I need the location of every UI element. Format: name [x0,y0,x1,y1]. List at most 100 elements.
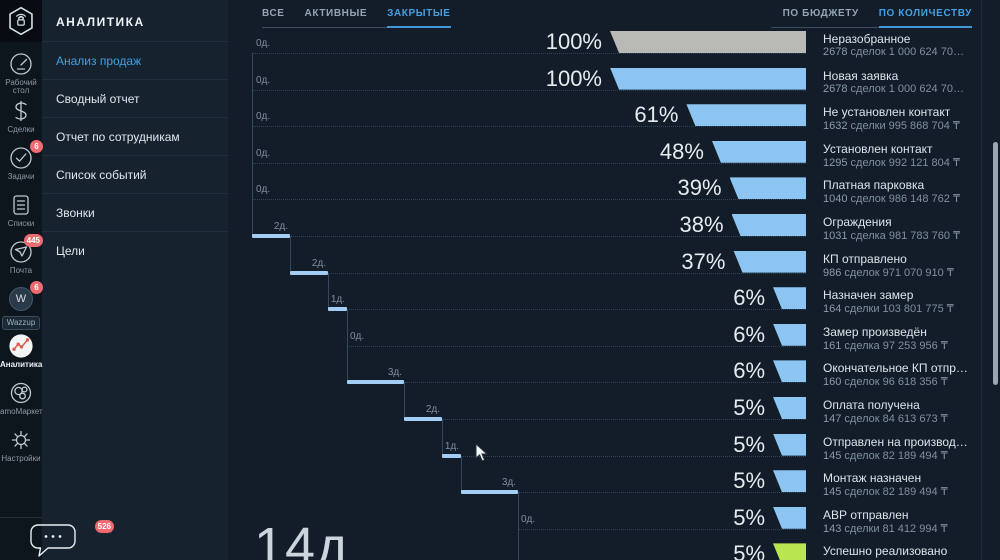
step-duration-segment [442,453,461,458]
funnel-bar[interactable] [773,433,806,456]
step-days-label: 2д. [273,221,288,232]
stage-deals-count-link[interactable]: 1040 [823,193,848,206]
stage-deals-count-link[interactable]: 147 [823,413,842,425]
stage-percent: 48% [659,138,704,164]
sidebar-item-link[interactable]: Цели [42,231,228,269]
stage-stats: 164 сделки 103 801 775 ₸ [823,303,954,316]
rail-item-wazzup[interactable]: W 6 Wazzup [0,281,43,330]
support-chat-button[interactable]: 526 [26,520,114,560]
lists-icon [8,192,34,218]
rail-item-tasks[interactable]: 6 Задачи [0,140,43,189]
funnel-filter-tabs: ВСЕ АКТИВНЫЕ ЗАКРЫТЫЕ [262,8,451,28]
rail-item-deals[interactable]: Сделки [0,95,42,142]
sidebar-item-link[interactable]: Звонки [42,193,228,231]
stage-name: Успешно реализовано [823,544,948,559]
stage-stats: 2678 сделок 1 000 624 70… [823,82,964,95]
stage-stats: 160 сделок 96 618 356 ₸ [823,376,948,389]
funnel-bar[interactable] [773,543,806,560]
step-connector [442,419,443,456]
row-dotted-line [347,345,806,347]
funnel-bar[interactable] [773,323,806,346]
stage-name: Оплата получена [823,398,920,412]
funnel-bar[interactable] [610,67,806,90]
stage-deals-count-link[interactable]: 143 [823,522,842,535]
row-dotted-line [290,236,806,237]
step-connector [290,236,291,273]
step-connector [252,53,253,90]
row-dotted-line [461,455,806,457]
step-days-label: 2д. [425,404,440,415]
funnel-bar[interactable] [773,470,806,493]
rail-item-market[interactable]: amoМаркет [0,377,43,424]
stage-deals-count-link[interactable]: 986 [823,266,842,279]
row-dotted-line [404,382,806,384]
tab-активные[interactable]: АКТИВНЫЕ [304,8,368,19]
step-connector [518,528,519,560]
funnel-bar[interactable] [773,287,806,310]
rail-item-settings[interactable]: Настройки [0,424,42,471]
rail-item-label: Задачи [7,172,35,181]
funnel-bar[interactable] [711,140,806,163]
stage-stats: 161 сделка 97 253 956 ₸ [823,339,948,352]
stage-deals-count-link[interactable]: 160 [823,376,842,389]
row-dotted-line [252,89,806,91]
step-days-label: 0д. [256,147,271,159]
stage-deals-count-link[interactable]: 1295 [823,156,848,169]
funnel-bar[interactable] [610,31,806,53]
stage-deals-count-link[interactable]: 161 [823,339,842,352]
row-dotted-line [347,309,806,311]
step-connector [252,162,253,200]
step-days-label: 1д. [330,294,345,306]
sidebar-item-link[interactable]: Отчет по сотрудникам [42,117,228,155]
rail-item-lists[interactable]: Списки [0,189,42,236]
metric-mode-tabs: ПО БЮДЖЕТУ ПО КОЛИЧЕСТВУ [770,8,972,28]
funnel-bar[interactable] [729,177,806,200]
tab-по-количеству[interactable]: ПО КОЛИЧЕСТВУ [878,8,972,28]
step-connector [404,382,405,419]
tab-закрытые[interactable]: ЗАКРЫТЫЕ [387,8,451,28]
funnel-bar[interactable] [773,360,806,383]
rail-item-mail[interactable]: 445 Почта [0,234,43,283]
stage-deals-count-link[interactable]: 2678 [823,46,848,58]
funnel-bar[interactable] [773,506,806,529]
nav-rail: Рабочий стол Сделки 6 Задачи Списки 445 Почта W… [0,0,114,560]
tab-по-бюджету[interactable]: ПО БЮДЖЕТУ [782,8,859,19]
rail-item-label: Списки [7,219,35,228]
app-logo[interactable] [0,0,42,42]
scrollbar-thumb[interactable] [993,142,998,385]
step-days-label: 3д. [501,477,516,489]
funnel-bar[interactable] [686,104,806,127]
badge: 6 [30,140,43,153]
row-dotted-line [518,528,806,530]
sidebar-item-link[interactable]: Сводный отчет [42,79,228,117]
funnel-bar[interactable] [733,250,806,273]
stage-stats: 1295 сделок 992 121 804 ₸ [823,156,960,169]
tab-все[interactable]: ВСЕ [262,8,285,19]
stage-name: Назначен замер [823,288,914,303]
stage-deals-count-link[interactable]: 1031 [823,230,848,242]
stage-percent: 100% [545,29,602,54]
rail-item-label: Настройки [1,454,41,463]
sales-funnel-chart: 100% Неразобранное 2678 сделок 1 000 624 7… [228,0,1000,560]
funnel-bar[interactable] [773,397,806,419]
sidebar-item-active[interactable]: Анализ продаж [42,41,228,79]
row-dotted-line [518,492,806,494]
analytics-icon [8,333,34,359]
stage-deals-count-link[interactable]: 2678 [823,82,848,95]
funnel-bar[interactable] [731,214,806,236]
stage-percent: 5% [733,504,765,530]
step-duration-segment [461,490,518,495]
stage-deals-count-link[interactable]: 145 [823,486,842,499]
stage-deals-count-link[interactable]: 145 [823,449,842,462]
stage-name: Замер произведён [823,324,927,339]
rail-item-label: Сделки [7,125,35,134]
stage-deals-count-link[interactable]: 1632 [823,120,848,133]
rail-item-dashboard[interactable]: Рабочий стол [0,48,42,95]
step-days-label: 0д. [256,184,271,196]
stage-deals-count-link[interactable]: 164 [823,303,842,316]
stage-stats: 147 сделок 84 613 673 ₸ [823,413,948,425]
stage-stats: 1632 сделки 995 868 704 ₸ [823,120,960,133]
rail-item-label: amoМаркет [0,407,43,416]
rail-item-analytics[interactable]: Аналитика [0,330,42,377]
sidebar-item-link[interactable]: Список событий [42,155,228,193]
